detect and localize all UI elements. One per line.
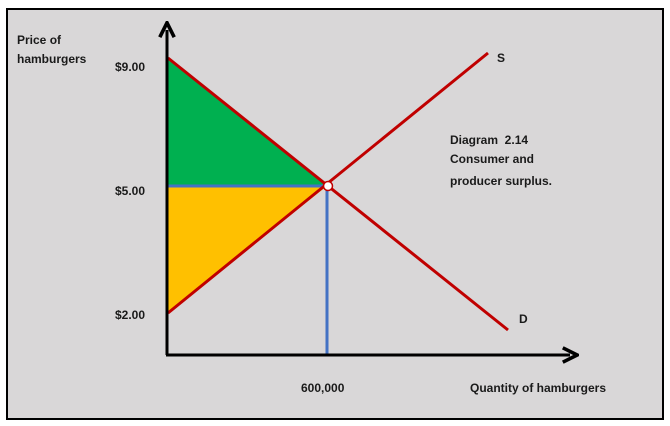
price-tick-9: $9.00 <box>115 60 145 74</box>
y-axis-label-line-1: Price of <box>17 33 62 47</box>
price-tick-5: $5.00 <box>115 184 145 198</box>
diagram-frame <box>6 8 664 420</box>
supply-label: S <box>497 51 505 65</box>
caption-line-2: Consumer and <box>450 152 534 166</box>
price-tick-2: $2.00 <box>115 308 145 322</box>
demand-label: D <box>519 312 528 326</box>
demand-curve <box>167 56 509 332</box>
y-axis-label-line-2: hamburgers <box>17 52 87 66</box>
equilibrium-point <box>322 180 334 192</box>
caption-line-3: producer surplus. <box>450 174 552 188</box>
x-axis-label: Quantity of hamburgers <box>470 381 606 395</box>
caption-line-1: Diagram 2.14 <box>450 133 528 147</box>
quantity-tick-600000: 600,000 <box>301 381 345 395</box>
